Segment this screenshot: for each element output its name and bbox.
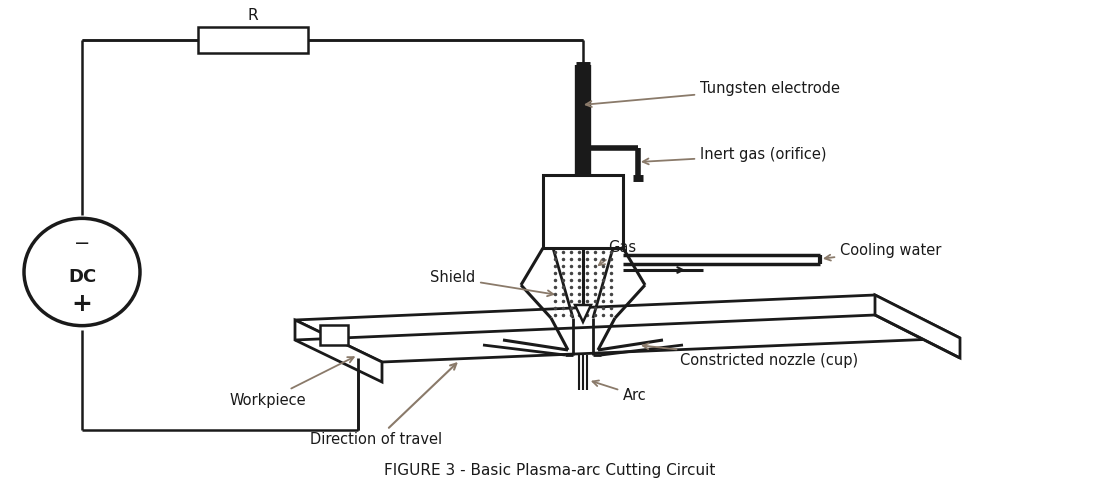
Text: −: − <box>74 235 90 254</box>
Polygon shape <box>575 305 591 322</box>
Text: Gas: Gas <box>598 241 636 265</box>
Text: DC: DC <box>68 268 96 286</box>
Text: Arc: Arc <box>593 380 647 403</box>
Text: Workpiece: Workpiece <box>230 357 354 408</box>
Text: +: + <box>72 292 92 316</box>
Text: Inert gas (orifice): Inert gas (orifice) <box>642 148 826 165</box>
Polygon shape <box>295 320 382 382</box>
Text: FIGURE 3 - Basic Plasma-arc Cutting Circuit: FIGURE 3 - Basic Plasma-arc Cutting Circ… <box>384 463 716 478</box>
Polygon shape <box>874 295 960 358</box>
Text: Tungsten electrode: Tungsten electrode <box>586 80 840 107</box>
Text: Cooling water: Cooling water <box>825 242 942 260</box>
Text: Shield: Shield <box>430 271 553 296</box>
Bar <box>320 325 348 345</box>
Text: Direction of travel: Direction of travel <box>310 363 456 448</box>
Ellipse shape <box>24 218 140 326</box>
Text: R: R <box>248 7 258 22</box>
Polygon shape <box>295 295 960 362</box>
Bar <box>198 27 308 53</box>
Bar <box>543 175 623 248</box>
Text: Constricted nozzle (cup): Constricted nozzle (cup) <box>642 343 858 367</box>
